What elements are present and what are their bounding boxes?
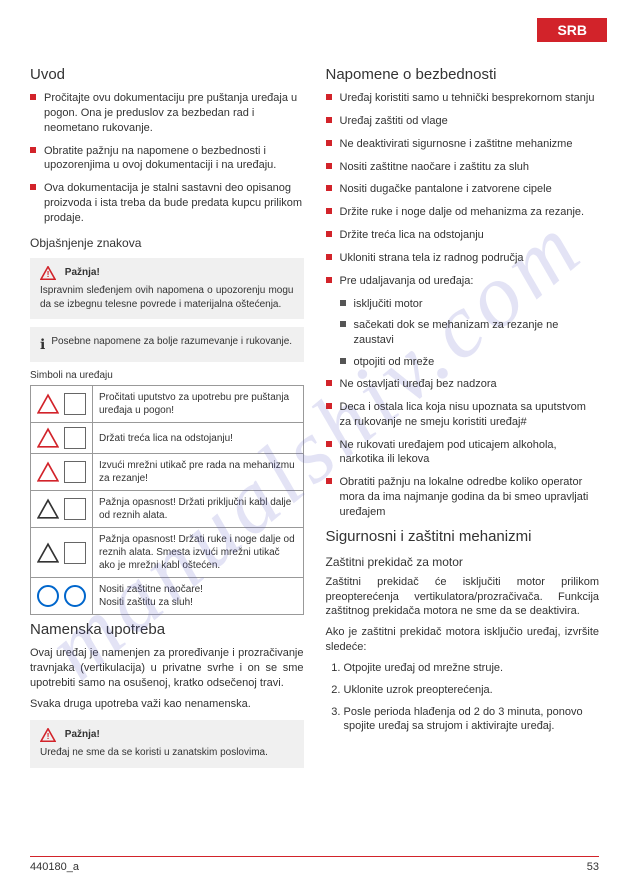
symbol-text: Držati treća lica na odstojanju! [93,423,304,454]
list-item: Ne ostavljati uređaj bez nadzora [326,377,600,392]
safety-list-2: Ne ostavljati uređaj bez nadzora Deca i … [326,377,600,520]
list-item: Pre udaljavanja od uređaja: [326,274,600,289]
warning-box: ! Pažnja! Ispravnim sleđenjem ovih napom… [30,258,304,320]
list-item: otpojiti od mreže [340,355,600,370]
safety-sublist: isključiti motor sačekati dok se mehaniz… [326,297,600,370]
svg-text:!: ! [47,730,50,740]
symbol-text: Izvući mrežni utikač pre rada na mehaniz… [93,454,304,491]
heading-intro: Uvod [30,66,304,83]
list-item: Obratite pažnju na napomene o bezbednost… [30,144,304,174]
symbol-cell [31,386,93,423]
symbols-caption: Simboli na uređaju [30,370,304,381]
list-item: Ne rukovati uređajem pod uticajem alkoho… [326,438,600,468]
mech-text: Zaštitni prekidač će isključiti motor pr… [326,575,600,620]
list-item: Držite ruke i noge dalje od mehanizma za… [326,205,600,220]
warning-triangle-icon: ! [40,266,56,285]
list-item: Uređaj zaštiti od vlage [326,114,600,129]
footer-docnum: 440180_a [30,861,79,873]
list-item: Nositi dugačke pantalone i zatvorene cip… [326,182,600,197]
step-item: Posle perioda hlađenja od 2 do 3 minuta,… [344,705,600,735]
list-item: Uređaj koristiti samo u tehnički besprek… [326,91,600,106]
safety-list: Uređaj koristiti samo u tehnički besprek… [326,91,600,289]
warning-box: ! Pažnja! Uređaj ne sme da se koristi u … [30,720,304,768]
warning-icon [37,542,59,564]
mech-text: Ako je zaštitni prekidač motora isključi… [326,625,600,655]
step-item: Uklonite uzrok preopterećenja. [344,683,600,698]
use-text: Ovaj uređaj je namenjen za proređivanje … [30,646,304,691]
symbol-cell [31,423,93,454]
symbol-text: Pažnja opasnost! Držati ruke i noge dalj… [93,528,304,578]
info-box: ℹ Posebne napomene za bolje razumevanje … [30,327,304,362]
warning-icon [37,498,59,520]
table-row: Nositi zaštitne naočare! Nositi zaštitu … [31,578,304,615]
cable-icon [64,498,86,520]
list-item: Ova dokumentacija je stalni sastavni deo… [30,181,304,226]
table-row: Pažnja opasnost! Držati priključni kabl … [31,491,304,528]
heading-switch: Zaštitni prekidač za motor [326,555,600,569]
list-item: Pročitajte ovu dokumentaciju pre puštanj… [30,91,304,136]
list-item: Deca i ostala lica koja nisu upoznata sa… [326,400,600,430]
table-row: Pažnja opasnost! Držati ruke i noge dalj… [31,528,304,578]
goggles-icon [37,585,59,607]
table-row: Izvući mrežni utikač pre rada na mehaniz… [31,454,304,491]
list-item: Ne deaktivirati sigurnosne i zaštitne me… [326,137,600,152]
unplug-icon [64,461,86,483]
symbol-cell [31,578,93,615]
steps-list: Otpojite uređaj od mrežne struje. Ukloni… [326,661,600,734]
symbol-text: Pažnja opasnost! Držati priključni kabl … [93,491,304,528]
heading-use: Namenska upotreba [30,621,304,638]
warning-triangle-icon: ! [40,728,56,747]
page-footer: 440180_a 53 [30,856,599,873]
hands-icon [64,542,86,564]
warning-icon [37,461,59,483]
warning-icon [37,427,59,449]
symbol-cell [31,491,93,528]
svg-text:!: ! [47,269,50,279]
list-item: Obratiti pažnju na lokalne odredbe kolik… [326,475,600,520]
left-column: Uvod Pročitajte ovu dokumentaciju pre pu… [30,60,304,776]
manual-icon [64,393,86,415]
warning-text: Uređaj ne sme da se koristi u zanatskim … [40,746,294,760]
warning-icon [37,393,59,415]
list-item: isključiti motor [340,297,600,312]
list-item: Ukloniti strana tela iz radnog područja [326,251,600,266]
language-badge: SRB [537,18,607,42]
heading-symbols: Objašnjenje znakova [30,236,304,250]
warning-title: Pažnja! [65,267,100,278]
symbol-text: Pročitati uputstvo za upotrebu pre pušta… [93,386,304,423]
symbols-table: Pročitati uputstvo za upotrebu pre pušta… [30,385,304,615]
warning-text: Ispravnim sleđenjem ovih napomena o upoz… [40,284,294,311]
step-item: Otpojite uređaj od mrežne struje. [344,661,600,676]
earprotection-icon [64,585,86,607]
table-row: Držati treća lica na odstojanju! [31,423,304,454]
use-text: Svaka druga upotreba važi kao nenamenska… [30,697,304,712]
list-item: sačekati dok se mehanizam za rezanje ne … [340,318,600,348]
distance-icon [64,427,86,449]
symbol-cell [31,454,93,491]
right-column: Napomene o bezbednosti Uređaj koristiti … [326,60,600,776]
heading-safety: Napomene o bezbednosti [326,66,600,83]
footer-pagenum: 53 [587,861,599,873]
info-text: Posebne napomene za bolje razumevanje i … [51,335,292,354]
intro-list: Pročitajte ovu dokumentaciju pre puštanj… [30,91,304,226]
list-item: Držite treća lica na odstojanju [326,228,600,243]
symbol-text: Nositi zaštitne naočare! Nositi zaštitu … [93,578,304,615]
warning-title: Pažnja! [65,729,100,740]
info-icon: ℹ [40,335,45,354]
table-row: Pročitati uputstvo za upotrebu pre pušta… [31,386,304,423]
list-item: Nositi zaštitne naočare i zaštitu za slu… [326,160,600,175]
heading-mechanisms: Sigurnosni i zaštitni mehanizmi [326,528,600,545]
symbol-cell [31,528,93,578]
